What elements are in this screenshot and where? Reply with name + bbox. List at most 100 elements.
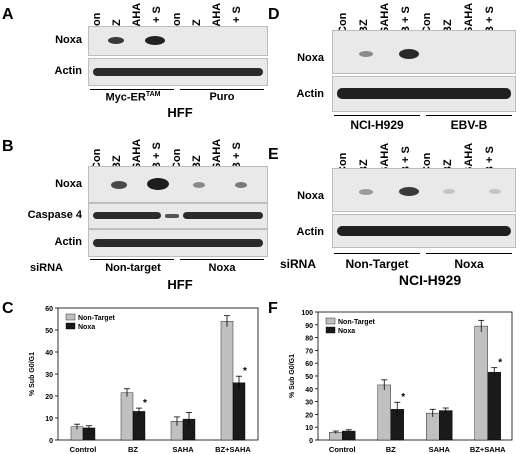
group-label-nci-h929: NCI-H929: [350, 118, 404, 132]
y-tick-label: 60: [45, 306, 53, 313]
significance-star: *: [401, 392, 405, 403]
bar: [220, 321, 234, 441]
panel-letter-f: F: [268, 300, 278, 317]
panel-letter-c: C: [2, 300, 14, 317]
bar: [439, 410, 453, 441]
group-label-ebv-b: EBV-B: [450, 118, 488, 132]
group-line: [180, 259, 264, 260]
y-tick-label: 40: [45, 350, 53, 357]
band: [93, 239, 263, 247]
chart-f: 0 10 20 30 40 50 60 70 80 90 100 % Sub G0/G1 Control…: [289, 310, 513, 454]
group-line: [426, 253, 512, 254]
legend-label: Noxa: [338, 328, 355, 335]
category-label: SAHA: [429, 445, 451, 454]
band-label-actin: Actin: [296, 88, 325, 100]
superscript-tam: TAM: [145, 91, 161, 98]
band: [359, 51, 373, 57]
band: [337, 226, 511, 236]
sirna-label: siRNA: [30, 262, 64, 274]
band: [108, 37, 124, 44]
group-line: [90, 259, 174, 260]
group-label-non-target: Non-Target: [345, 257, 409, 271]
y-tick-label: 80: [305, 336, 313, 343]
significance-star: *: [498, 358, 502, 369]
bar: [474, 325, 488, 441]
band: [147, 178, 169, 190]
group-label-puro: Puro: [209, 91, 235, 103]
band: [337, 88, 511, 99]
significance-star: *: [143, 398, 147, 409]
panel-letter-e: E: [268, 146, 279, 163]
category-label: BZ: [128, 445, 138, 454]
sirna-label: siRNA: [280, 257, 317, 271]
y-tick-label: 60: [305, 361, 313, 368]
band-label-caspase-4: Caspase 4: [27, 209, 82, 221]
y-tick-label: 100: [301, 310, 313, 317]
band-label-noxa: Noxa: [297, 190, 324, 202]
y-tick-label: 40: [305, 387, 313, 394]
legend-label: Noxa: [78, 324, 95, 331]
category-label: BZ+SAHA: [215, 445, 251, 454]
blot-noxa: [88, 26, 268, 56]
y-tick-label: 50: [305, 374, 313, 381]
cell-label: NCI-H929: [398, 272, 462, 288]
legend-swatch: [65, 313, 76, 321]
bar: [487, 371, 501, 441]
blot-noxa: [332, 30, 516, 74]
category-label: BZ: [386, 445, 396, 454]
bar: [232, 382, 246, 441]
cell-label: HFF: [167, 277, 193, 292]
band: [235, 182, 247, 188]
legend-swatch: [65, 322, 76, 330]
bar: [120, 392, 134, 441]
group-line: [334, 115, 420, 116]
blot-noxa: [332, 168, 516, 212]
y-axis-label: % Sub G0/G1: [289, 354, 296, 398]
band: [399, 187, 419, 196]
group-label-myc-er: Myc-ERTAM: [105, 91, 161, 104]
group-label-noxa: Noxa: [454, 257, 484, 271]
band: [93, 212, 161, 219]
category-label: SAHA: [172, 445, 194, 454]
panel-letter-b: B: [2, 138, 14, 155]
blot-caspase-4: [88, 203, 268, 229]
blot-actin: [332, 214, 516, 248]
legend-swatch: [325, 317, 336, 325]
legend-label: Non-Target: [338, 319, 375, 326]
blot-actin: [88, 58, 268, 86]
group-line: [90, 89, 174, 90]
band: [489, 189, 501, 194]
significance-star: *: [243, 366, 247, 377]
panel-letter-a: A: [2, 6, 14, 23]
band: [145, 36, 165, 45]
band: [193, 182, 205, 188]
legend-swatch: [325, 326, 336, 334]
blot-noxa: [88, 166, 268, 203]
blot-actin: [88, 229, 268, 257]
category-label: Control: [70, 445, 97, 454]
panel-letter-d: D: [268, 6, 280, 23]
y-tick-label: 30: [305, 400, 313, 407]
chart-c: 0 10 20 30 40 50 60 % Sub G0/G1 Control * BZ SAHA * B…: [29, 306, 259, 454]
bar: [342, 430, 356, 441]
cell-label: HFF: [167, 105, 193, 120]
y-tick-label: 90: [305, 323, 313, 330]
band-label-noxa: Noxa: [55, 178, 82, 190]
y-tick-label: 20: [305, 412, 313, 419]
band: [165, 214, 179, 218]
band: [183, 212, 263, 219]
bar: [377, 384, 391, 441]
group-line: [180, 89, 264, 90]
group-label-non-target: Non-target: [105, 262, 161, 274]
group-line: [426, 115, 512, 116]
band-label-actin: Actin: [54, 236, 83, 248]
y-tick-label: 10: [45, 416, 53, 423]
category-label: Control: [329, 445, 356, 454]
category-label: BZ+SAHA: [470, 445, 506, 454]
band-label-noxa: Noxa: [297, 52, 324, 64]
bar: [426, 412, 440, 441]
band-label-noxa: Noxa: [55, 34, 82, 46]
y-tick-label: 70: [305, 348, 313, 355]
y-tick-label: 0: [309, 438, 313, 445]
